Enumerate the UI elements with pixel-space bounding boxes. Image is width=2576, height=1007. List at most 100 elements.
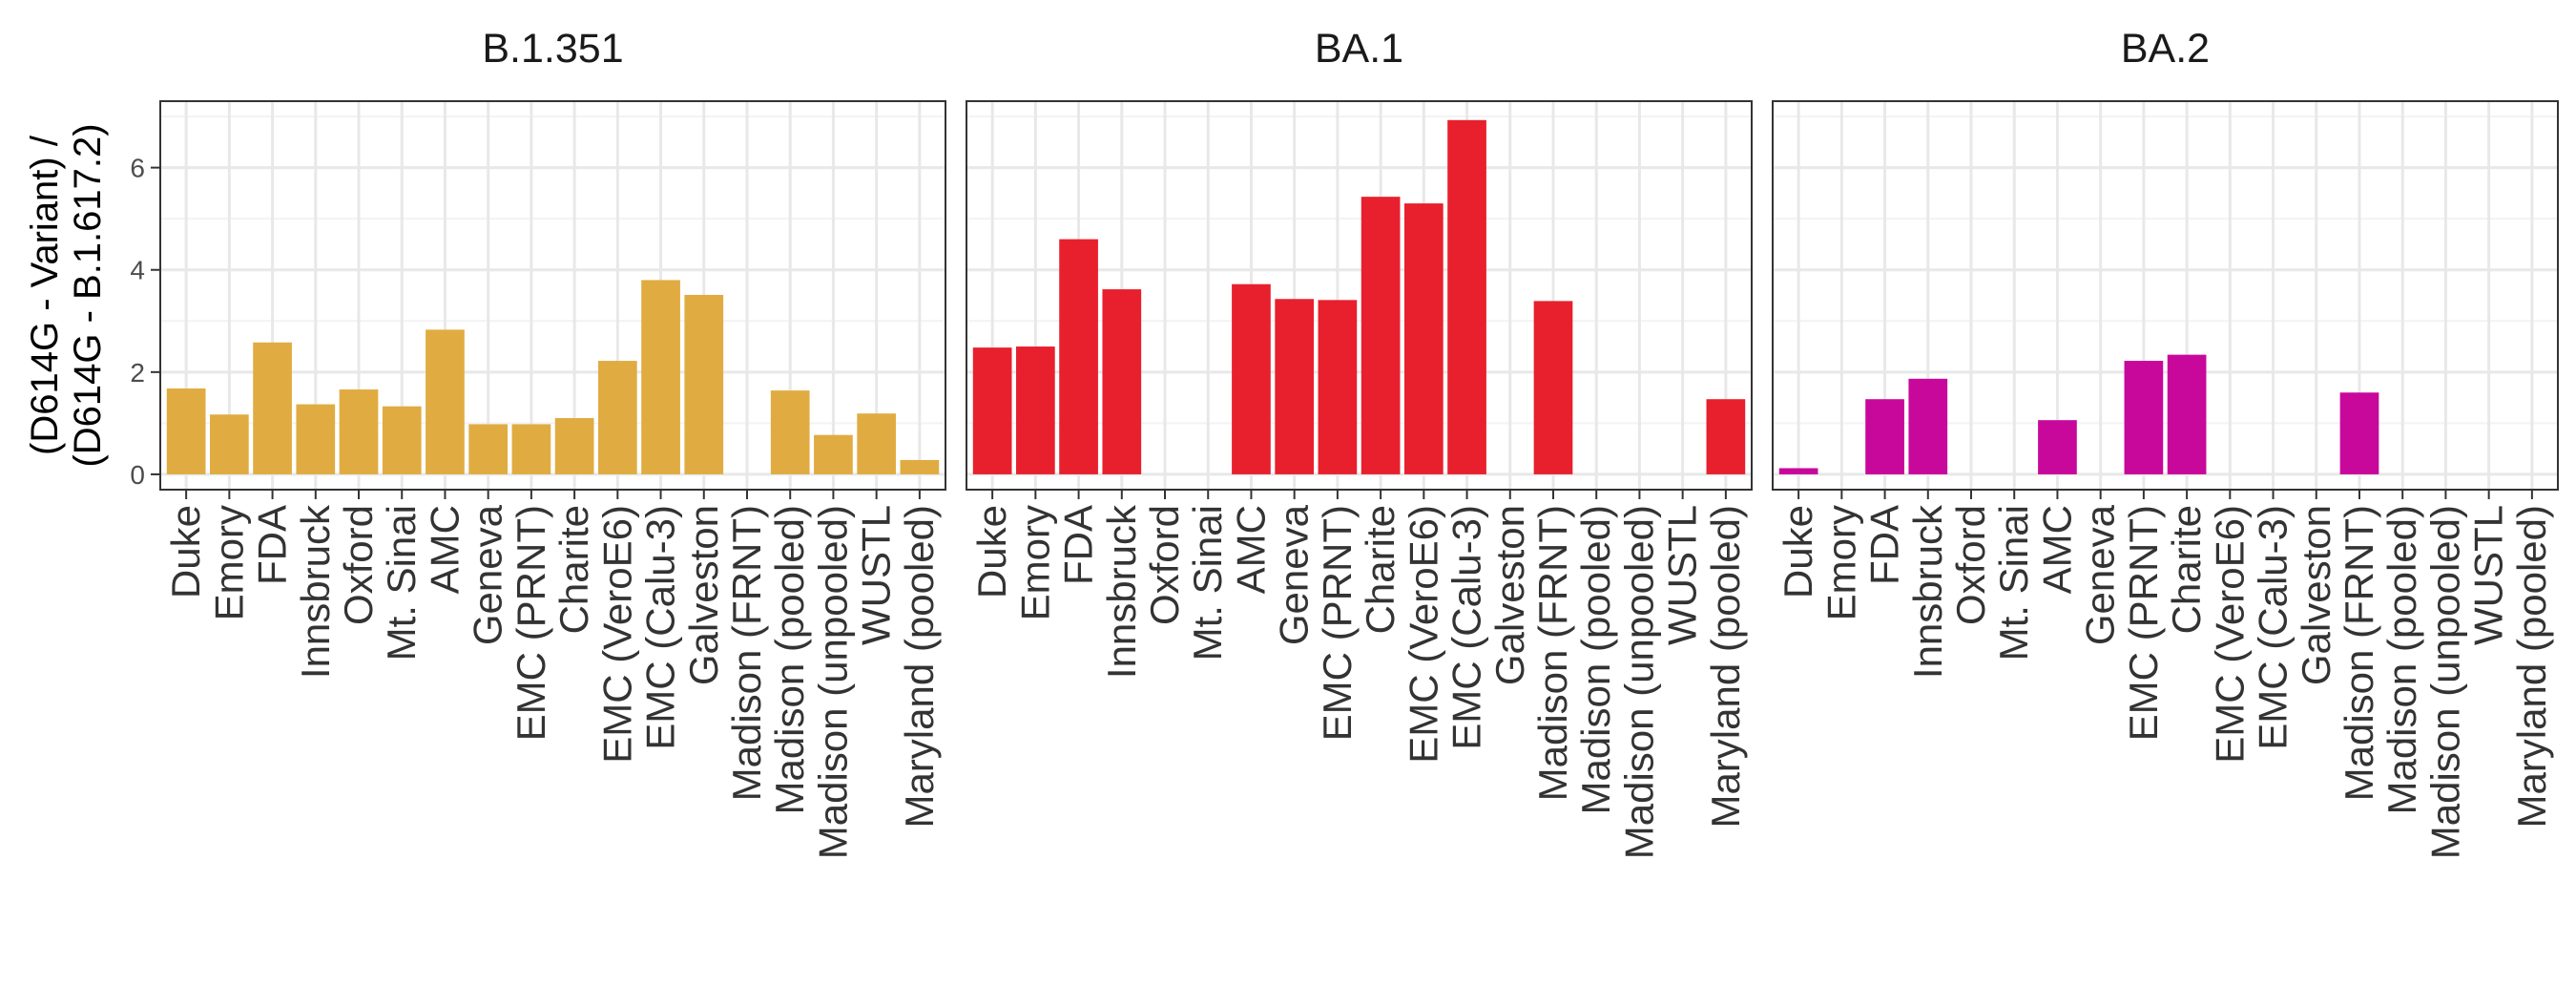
x-tick-label: AMC xyxy=(422,505,467,594)
facet-label: BA.2 xyxy=(2121,26,2210,72)
x-tick-label: EMC (PRNT) xyxy=(2121,505,2166,741)
x-tick-label: EMC (VeroE6) xyxy=(594,505,639,764)
x-tick-label: Maryland (pooled) xyxy=(897,505,942,829)
bar xyxy=(1706,399,1746,474)
x-tick-label: WUSTL xyxy=(1660,505,1705,645)
x-tick-label: Geneva xyxy=(2078,504,2123,645)
bar xyxy=(1778,468,1818,474)
x-tick-label: Emory xyxy=(206,505,251,620)
x-tick-label: Mt. Sinai xyxy=(1185,505,1230,661)
bar xyxy=(1102,289,1142,474)
x-tick-label: Oxford xyxy=(336,505,381,625)
x-tick-label: Madison (unpooled) xyxy=(810,505,855,859)
bar xyxy=(296,404,336,474)
y-tick-label: 2 xyxy=(130,358,145,388)
x-tick-label: Innsbruck xyxy=(1905,504,1950,679)
x-tick-label: Madison (unpooled) xyxy=(2422,505,2467,859)
bar xyxy=(468,424,509,474)
x-tick-label: Galveston xyxy=(681,505,726,685)
panel-border xyxy=(159,100,946,491)
x-tick-label: EMC (Calu-3) xyxy=(638,505,683,750)
x-tick-label: Emory xyxy=(1818,505,1863,620)
x-tick-label: EMC (PRNT) xyxy=(1315,505,1360,741)
bar xyxy=(1908,378,1948,474)
bar xyxy=(1533,301,1573,474)
bar xyxy=(1275,299,1315,474)
x-tick-label: Emory xyxy=(1012,505,1057,620)
x-tick-label: Mt. Sinai xyxy=(379,505,424,661)
x-tick-label: Charite xyxy=(551,505,596,634)
bar xyxy=(770,390,810,474)
x-tick-label: WUSTL xyxy=(854,505,899,645)
x-tick-label: Charite xyxy=(1358,505,1402,634)
panel-border xyxy=(1772,100,2559,491)
x-tick-label: Maryland (pooled) xyxy=(2509,505,2554,829)
x-tick-label: EMC (VeroE6) xyxy=(1401,505,1445,764)
bar xyxy=(2339,392,2379,474)
x-tick-label: Madison (pooled) xyxy=(2379,505,2424,815)
bar xyxy=(511,424,551,474)
y-axis-title: (D614G - Variant) / xyxy=(24,135,66,455)
x-tick-label: EMC (Calu-3) xyxy=(2251,505,2296,750)
x-tick-label: Duke xyxy=(163,505,208,598)
bar xyxy=(1447,119,1486,474)
x-tick-label: Geneva xyxy=(466,504,510,645)
bar xyxy=(1016,346,1055,474)
x-tick-label: Galveston xyxy=(2294,505,2338,685)
bar xyxy=(1059,239,1098,474)
y-tick-label: 4 xyxy=(130,256,145,285)
x-tick-label: FDA xyxy=(1862,505,1907,585)
bar xyxy=(857,413,896,474)
x-tick-label: WUSTL xyxy=(2466,505,2511,645)
bar xyxy=(426,329,465,474)
facet-label: B.1.351 xyxy=(482,26,623,72)
bar xyxy=(900,459,940,474)
x-tick-label: Mt. Sinai xyxy=(1991,505,2036,661)
y-axis-title: (D614G - B.1.617.2) xyxy=(67,123,109,467)
x-tick-label: Oxford xyxy=(1948,505,1993,625)
x-tick-label: EMC (Calu-3) xyxy=(1444,505,1489,750)
bar xyxy=(2167,354,2207,474)
bar xyxy=(382,406,422,474)
bar xyxy=(972,347,1012,474)
bar xyxy=(210,414,249,474)
x-tick-label: Madison (FRNT) xyxy=(2337,505,2381,801)
bar xyxy=(339,389,379,474)
x-tick-label: Galveston xyxy=(1487,505,1532,685)
bar xyxy=(597,361,637,474)
bar xyxy=(1232,283,1271,474)
x-tick-label: Duke xyxy=(1776,505,1820,598)
x-tick-label: Madison (FRNT) xyxy=(1530,505,1575,801)
x-tick-label: EMC (PRNT) xyxy=(509,505,553,741)
x-tick-label: FDA xyxy=(250,505,295,585)
x-tick-label: Maryland (pooled) xyxy=(1703,505,1748,829)
x-tick-label: Madison (pooled) xyxy=(767,505,812,815)
y-tick-label: 0 xyxy=(130,460,145,490)
bar xyxy=(1318,300,1358,474)
x-tick-label: AMC xyxy=(2034,505,2079,594)
bar xyxy=(641,280,680,474)
x-tick-label: Charite xyxy=(2164,505,2209,634)
x-tick-label: Duke xyxy=(969,505,1014,598)
bar xyxy=(814,434,853,474)
bar xyxy=(1361,197,1401,474)
x-tick-label: EMC (VeroE6) xyxy=(2207,505,2252,764)
facet-label: BA.1 xyxy=(1315,26,1403,72)
x-tick-label: Madison (FRNT) xyxy=(724,505,769,801)
x-tick-label: Madison (pooled) xyxy=(1573,505,1618,815)
panel-border xyxy=(966,100,1753,491)
x-tick-label: AMC xyxy=(1228,505,1273,594)
bar xyxy=(684,294,724,474)
bar xyxy=(554,418,594,474)
x-tick-label: Innsbruck xyxy=(1099,504,1144,679)
bar xyxy=(1865,399,1904,474)
bar xyxy=(2124,361,2164,474)
bar xyxy=(253,342,292,474)
y-tick-label: 6 xyxy=(130,154,145,183)
x-tick-label: Madison (unpooled) xyxy=(1616,505,1661,859)
bar xyxy=(166,388,206,474)
bar xyxy=(1403,203,1444,474)
x-tick-label: Oxford xyxy=(1142,505,1187,625)
